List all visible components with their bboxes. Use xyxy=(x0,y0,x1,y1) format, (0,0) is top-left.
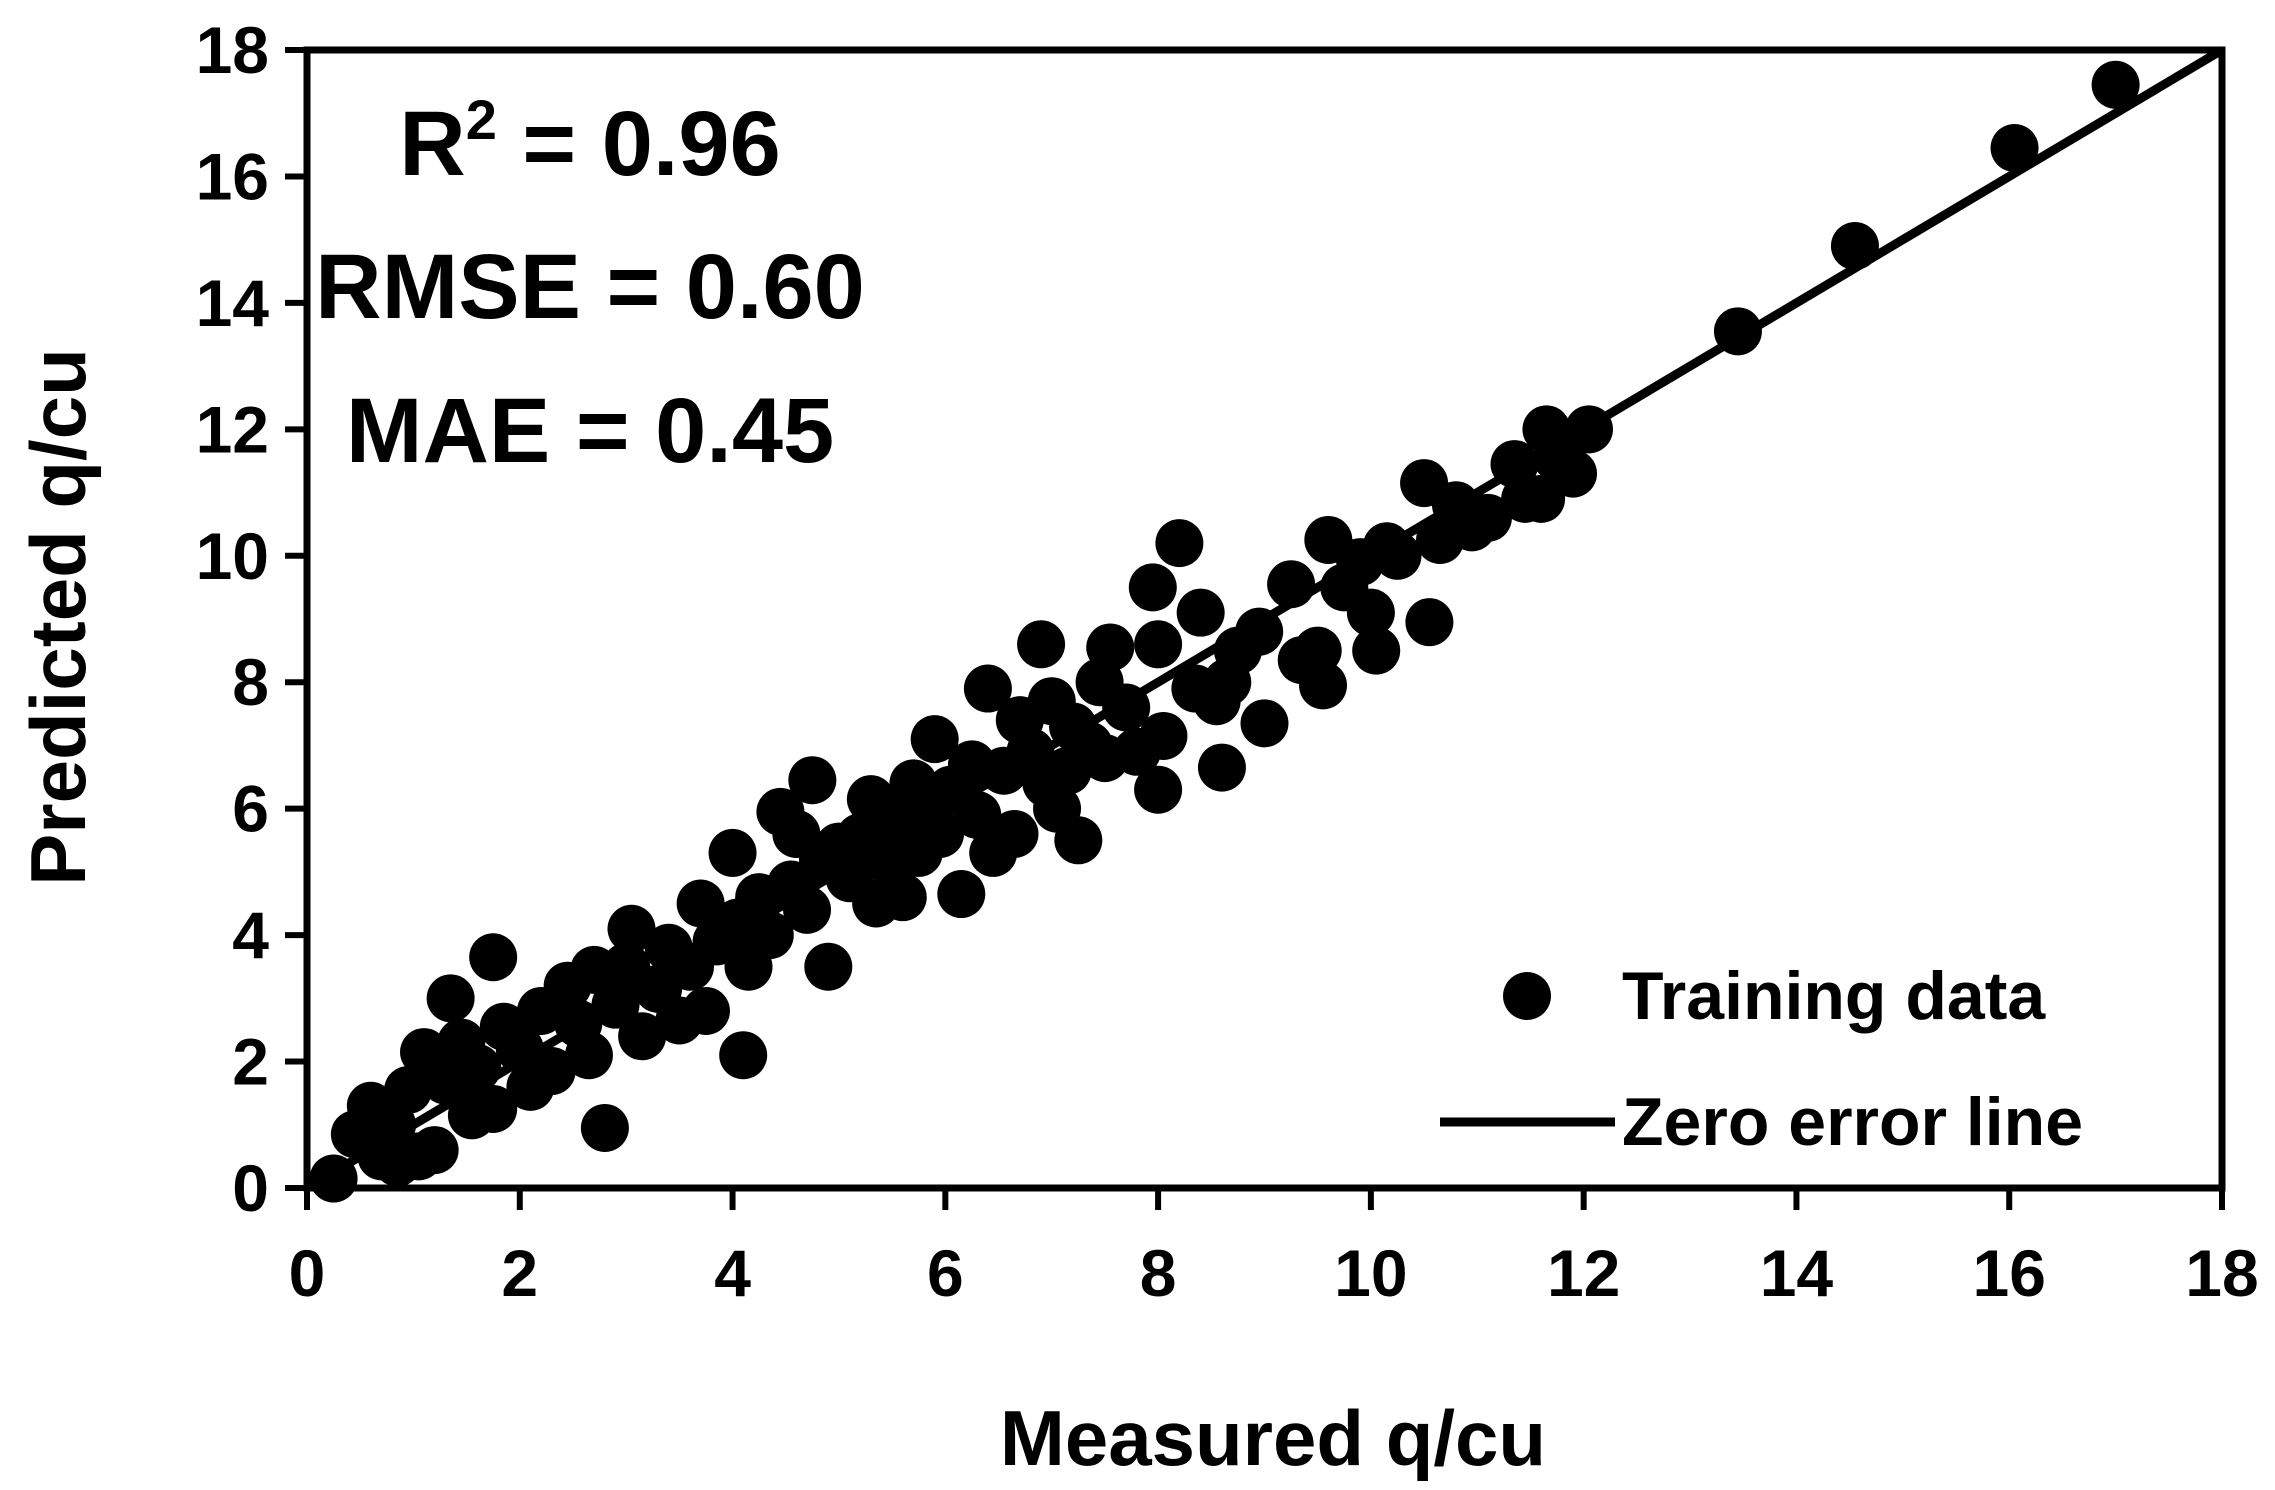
data-point xyxy=(1017,620,1066,669)
x-tick-label: 14 xyxy=(1760,1236,1834,1310)
data-point xyxy=(1267,560,1316,609)
data-point xyxy=(1549,449,1598,498)
y-tick-label: 2 xyxy=(232,1025,269,1099)
y-tick-label: 4 xyxy=(232,898,269,972)
r2-label: R xyxy=(399,93,465,195)
data-point xyxy=(1346,588,1395,637)
data-point xyxy=(1128,563,1177,612)
x-axis-title: Measured q/cu xyxy=(1000,1394,1546,1482)
data-point xyxy=(783,885,832,934)
x-tick-label: 0 xyxy=(289,1236,326,1310)
x-tick-label: 4 xyxy=(714,1236,751,1310)
y-axis-title: Predicted q/cu xyxy=(14,348,102,885)
axis-ticks xyxy=(285,47,2225,1210)
data-point xyxy=(1713,307,1762,356)
data-point xyxy=(953,790,1002,839)
data-point xyxy=(1352,626,1401,675)
data-point xyxy=(1240,699,1289,748)
y-tick-label: 8 xyxy=(232,645,269,719)
legend-scatter-label: Training data xyxy=(1622,958,2046,1034)
x-tick-labels: 0 2 4 6 8 10 12 14 16 18 xyxy=(289,1236,2259,1310)
y-tick-label: 12 xyxy=(196,392,269,466)
y-tick-label: 18 xyxy=(196,13,269,87)
plot-frame xyxy=(303,46,2226,1192)
data-point xyxy=(564,1031,613,1080)
y-tick-label: 10 xyxy=(196,519,269,593)
data-point xyxy=(719,1031,768,1080)
scatter-points xyxy=(309,60,2140,1203)
rmse-annotation: RMSE = 0.60 xyxy=(315,236,865,338)
data-point xyxy=(1235,607,1284,656)
data-point xyxy=(788,756,837,805)
data-point xyxy=(937,870,986,919)
data-point xyxy=(1373,531,1422,580)
data-point xyxy=(1176,588,1225,637)
data-point xyxy=(1990,123,2039,172)
y-tick-label: 14 xyxy=(196,266,270,340)
data-point xyxy=(804,942,853,991)
data-point xyxy=(963,664,1012,713)
data-point xyxy=(1197,743,1246,792)
x-tick-label: 16 xyxy=(1973,1236,2046,1310)
data-point xyxy=(1139,711,1188,760)
data-point xyxy=(1134,765,1183,814)
data-point xyxy=(708,828,757,877)
data-point xyxy=(681,986,730,1035)
data-point xyxy=(1564,405,1613,454)
data-point xyxy=(1054,816,1103,865)
mae-annotation: MAE = 0.45 xyxy=(346,380,834,482)
y-tick-label: 16 xyxy=(196,139,269,213)
data-point xyxy=(607,904,656,953)
x-tick-label: 18 xyxy=(2185,1236,2258,1310)
data-point xyxy=(618,1012,667,1061)
y-tick-labels: 0 2 4 6 8 10 12 14 16 18 xyxy=(196,13,270,1225)
legend-scatter-marker xyxy=(1503,972,1551,1020)
r2-superscript: 2 xyxy=(466,88,497,151)
data-point xyxy=(1830,221,1879,270)
x-tick-label: 8 xyxy=(1140,1236,1177,1310)
data-point xyxy=(990,809,1039,858)
data-point xyxy=(1299,661,1348,710)
data-point xyxy=(1134,620,1183,669)
data-point xyxy=(1102,683,1151,732)
data-point xyxy=(527,1047,576,1096)
x-tick-label: 10 xyxy=(1334,1236,1407,1310)
data-point xyxy=(676,879,725,928)
data-point xyxy=(745,911,794,960)
data-point xyxy=(469,933,518,982)
legend-line-label: Zero error line xyxy=(1622,1084,2083,1160)
y-tick-label: 6 xyxy=(232,772,269,846)
r2-value: = 0.96 xyxy=(497,93,781,195)
data-point xyxy=(410,1126,459,1175)
data-point xyxy=(1463,493,1512,542)
r2-annotation: R2 = 0.96 xyxy=(399,88,781,195)
data-point xyxy=(2091,60,2140,109)
data-point xyxy=(309,1154,358,1203)
x-tick-label: 2 xyxy=(501,1236,538,1310)
data-point xyxy=(453,1043,502,1092)
data-point xyxy=(591,980,640,1029)
data-point xyxy=(916,809,965,858)
x-tick-label: 6 xyxy=(927,1236,964,1310)
data-point xyxy=(1155,519,1204,568)
data-point xyxy=(910,715,959,764)
data-point xyxy=(469,1084,518,1133)
data-point xyxy=(1405,598,1454,647)
y-tick-label: 0 xyxy=(232,1151,269,1225)
data-point xyxy=(384,1066,433,1115)
data-point xyxy=(1086,623,1135,672)
data-point xyxy=(878,873,927,922)
x-tick-label: 12 xyxy=(1547,1236,1620,1310)
data-point xyxy=(580,1103,629,1152)
data-point xyxy=(426,974,475,1023)
